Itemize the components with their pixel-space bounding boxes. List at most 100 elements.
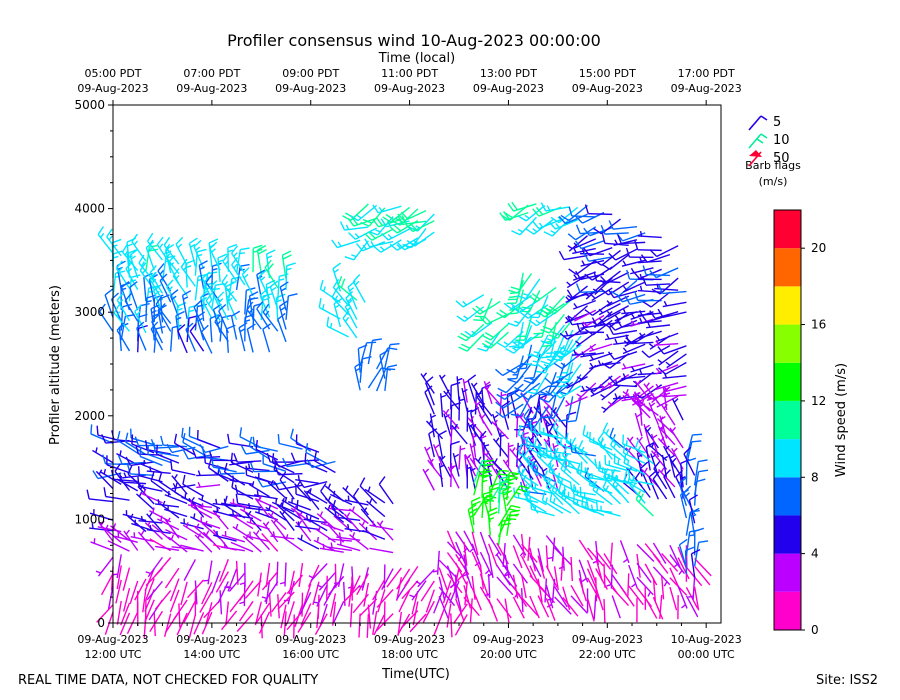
barb-flag: [540, 340, 550, 345]
barb-staff: [614, 319, 638, 331]
wind-barb: [545, 545, 549, 570]
barb-flag: [160, 435, 164, 446]
barb-staff: [182, 441, 204, 456]
barb-flag: [155, 444, 158, 455]
barb-half-flag: [133, 240, 138, 246]
wind-barb: [358, 613, 361, 638]
barb-half-flag: [685, 492, 690, 497]
barb-staff: [305, 451, 328, 465]
barb-flag: [117, 454, 123, 465]
wind-barb: [259, 288, 271, 318]
barb-half-flag: [422, 372, 428, 378]
top-tick-time: 17:00 PDT: [678, 67, 735, 80]
wind-barb: [641, 345, 671, 358]
wind-barb: [653, 460, 668, 490]
barb-half-flag: [453, 423, 458, 429]
wind-barb: [458, 396, 465, 421]
wind-barb: [122, 588, 131, 612]
barb-half-flag: [223, 280, 229, 286]
wind-barb: [652, 577, 657, 602]
barb-staff: [156, 453, 180, 464]
wind-barb: [572, 484, 597, 504]
wind-barb: [183, 600, 197, 623]
barb-flag: [90, 424, 93, 434]
barb-staff: [685, 531, 691, 556]
wind-barb: [528, 456, 543, 479]
barb-staff: [446, 573, 463, 594]
barb-flag: [282, 457, 288, 467]
barb-flag: [230, 452, 234, 463]
barb-flag: [240, 263, 250, 267]
barb-half-flag: [140, 515, 144, 522]
barb-flag: [520, 393, 529, 401]
barb-staff: [147, 453, 171, 464]
wind-barb: [372, 204, 402, 214]
wind-barb: [115, 579, 122, 604]
wind-barb: [545, 597, 556, 621]
barb-half-flag: [197, 481, 201, 488]
barb-flag: [332, 278, 340, 288]
colorbar-segment: [774, 400, 801, 440]
barb-half-flag: [453, 453, 460, 458]
wind-barb: [256, 245, 267, 274]
barb-flag: [541, 344, 552, 348]
barb-half-flag: [370, 241, 375, 247]
barb-flag: [259, 288, 268, 296]
wind-barb: [578, 539, 594, 561]
barb-flag: [551, 331, 561, 336]
barb-staff: [481, 388, 485, 413]
barb-half-flag: [281, 509, 286, 515]
barb-flag: [249, 291, 259, 297]
wind-barb: [116, 322, 131, 352]
barb-flag: [584, 204, 589, 214]
barb-legend-units: (m/s): [759, 175, 788, 188]
wind-barb: [642, 265, 670, 277]
barb-staff: [188, 614, 197, 639]
barb-staff: [595, 550, 612, 570]
barb-staff: [230, 315, 238, 340]
barb-flag: [481, 342, 491, 349]
wind-barb: [669, 554, 686, 576]
wind-barb: [396, 577, 403, 601]
barb-flag: [339, 221, 346, 231]
barb-staff: [281, 506, 303, 521]
wind-barb: [90, 538, 114, 552]
wind-barb: [456, 376, 463, 401]
wind-barb: [489, 469, 510, 493]
barb-half-flag: [630, 313, 636, 319]
site-label: Site: ISS2: [816, 673, 879, 688]
wind-barb: [544, 578, 548, 603]
barb-half-flag: [529, 435, 535, 441]
barb-flag: [483, 315, 491, 323]
wind-barb: [107, 540, 130, 552]
barb-staff: [376, 589, 394, 608]
wind-barb: [268, 592, 272, 617]
barb-half-flag: [528, 442, 532, 449]
wind-barb: [549, 491, 572, 514]
barb-half-flag: [333, 490, 336, 497]
barb-flag: [333, 297, 343, 305]
barb-half-flag: [280, 287, 287, 292]
barb-half-flag: [157, 499, 160, 505]
barb-flag: [279, 300, 288, 307]
barb-flag: [496, 342, 506, 349]
barb-flag: [175, 236, 184, 245]
barb-half-flag: [429, 458, 434, 464]
wind-barb: [630, 364, 654, 373]
wind-barb: [495, 403, 524, 418]
barb-flag: [281, 497, 285, 508]
barb-flag: [106, 228, 113, 238]
barb-half-flag: [196, 523, 200, 529]
wind-barb: [210, 570, 221, 594]
wind-barb: [144, 599, 155, 623]
barb-flag: [561, 446, 568, 456]
barb-flag: [524, 484, 528, 494]
barb-staff: [343, 513, 361, 533]
barb-staff: [693, 542, 700, 567]
barb-flag: [642, 301, 652, 308]
wind-barb: [584, 319, 613, 336]
barb-staff: [286, 574, 304, 594]
barb-half-flag: [632, 475, 635, 481]
barb-flag: [653, 460, 661, 470]
barb-staff: [587, 547, 604, 567]
